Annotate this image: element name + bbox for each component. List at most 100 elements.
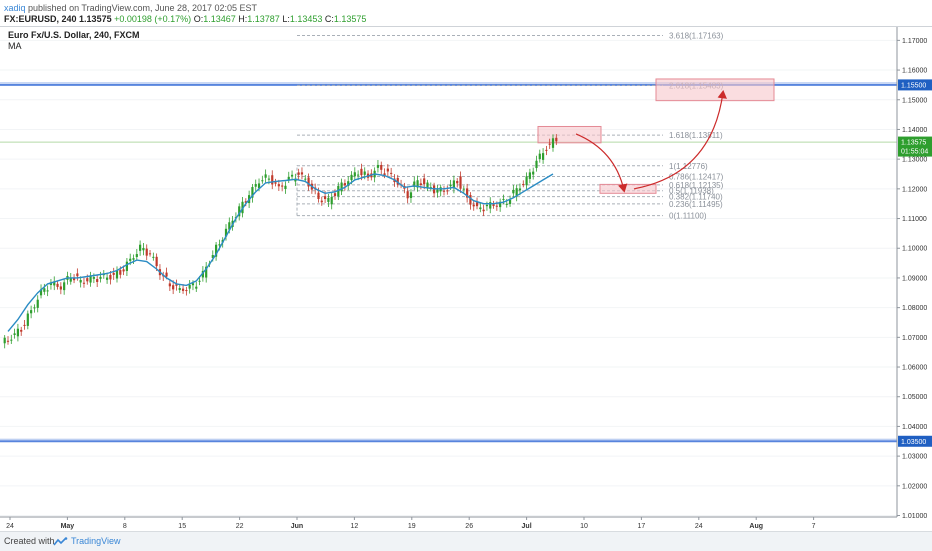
candle-body [327, 197, 330, 202]
legend-title: Euro Fx/U.S. Dollar, 240, FXCM [8, 30, 140, 40]
candle-body [350, 174, 353, 181]
time-tick-label: Jul [522, 523, 532, 530]
candle-body [535, 160, 538, 169]
candle-body [449, 184, 452, 187]
candle-body [538, 153, 541, 160]
candle-body [337, 186, 340, 197]
price-tick-label: 1.05000 [902, 394, 927, 401]
candle-body [214, 244, 218, 257]
price-tick-label: 1.03000 [902, 454, 927, 461]
candle-body [357, 174, 360, 176]
candle-body [333, 193, 337, 196]
open-label: O: [193, 14, 204, 24]
candle-body [56, 283, 59, 287]
time-tick-label: 26 [465, 523, 473, 530]
price-tick-label: 1.13000 [902, 157, 927, 164]
candle-body [396, 177, 399, 185]
fib-level-label: 0.786(1.12417) [669, 172, 724, 181]
candle-body [10, 339, 13, 341]
candle-body [518, 188, 522, 191]
candle-body [53, 281, 56, 286]
publish-info: xadiq published on TradingView.com, June… [4, 2, 257, 14]
candle-body [423, 178, 426, 185]
candle-body [82, 282, 86, 284]
candle-body [257, 183, 261, 189]
candle-body [72, 278, 76, 281]
fibonacci-extension[interactable]: 3.618(1.17163)2.618(1.15483)1.618(1.1381… [296, 32, 724, 221]
candle-body [69, 277, 72, 282]
candle-body [294, 178, 297, 182]
price-chart[interactable]: 3.618(1.17163)2.618(1.15483)1.618(1.1381… [0, 27, 932, 531]
high-label: H: [238, 14, 248, 24]
candle-body [386, 168, 389, 172]
candle-body [383, 173, 386, 176]
symbol-label[interactable]: FX:EURUSD, 240 [4, 14, 77, 24]
candle-body [195, 286, 198, 289]
candle-body [115, 270, 119, 279]
candle-body [142, 247, 145, 251]
candle-body [267, 178, 271, 180]
candle-body [198, 280, 201, 282]
candle-body [191, 283, 195, 286]
price-tick-label: 1.01000 [902, 513, 927, 520]
candle-body [452, 180, 456, 189]
candle-body [30, 310, 33, 314]
candle-body [49, 282, 53, 285]
candle-body [46, 290, 49, 292]
time-tick-label: 22 [236, 523, 244, 530]
candle-body [244, 201, 247, 203]
candle-body [363, 171, 366, 175]
candle-body [317, 192, 320, 199]
candle-body [548, 143, 551, 145]
candle-body [43, 288, 46, 292]
fib-level-label: 3.618(1.17163) [669, 32, 724, 41]
time-tick-label: Jun [291, 523, 303, 530]
projection-arrows[interactable] [575, 89, 727, 193]
candle-body [532, 171, 535, 175]
candle-body [413, 181, 416, 187]
candle-body [264, 174, 267, 178]
candle-body [3, 337, 6, 344]
price-tick-label: 1.07000 [902, 335, 927, 342]
candle-body [406, 191, 409, 199]
footer-bar: Created with TradingView [0, 531, 932, 551]
candle-body [181, 288, 185, 291]
last-price-tag-label: 1.13575 [901, 140, 926, 147]
time-tick-label: 17 [638, 523, 646, 530]
time-tick-label: 15 [178, 523, 186, 530]
target-zone-box [655, 78, 775, 102]
published-text: published on TradingView.com, June 28, 2… [28, 3, 258, 13]
price-axis-background [897, 27, 932, 531]
time-tick-label: 8 [123, 523, 127, 530]
time-tick-label: 24 [695, 523, 703, 530]
fib-level-label: 0.618(1.12135) [669, 181, 724, 190]
candle-body [63, 282, 66, 291]
candle-body [469, 195, 472, 205]
candle-body [409, 192, 413, 198]
tradingview-brand[interactable]: TradingView [71, 536, 121, 546]
time-tick-label: 7 [812, 523, 816, 530]
candle-body [155, 256, 158, 267]
level-price-tag-label: 1.03500 [901, 439, 926, 446]
last-price-tag [898, 136, 932, 157]
candle-body [300, 172, 304, 175]
low-value: 1.13453 [289, 14, 323, 24]
candle-body [426, 182, 429, 188]
candle-body [541, 153, 545, 160]
legend-indicator[interactable]: MA [8, 41, 22, 51]
moving-average [7, 173, 554, 332]
candle-body [287, 176, 290, 181]
candle-body [528, 172, 531, 179]
candle-body [281, 185, 284, 187]
candle-body [224, 228, 228, 237]
candle-body [201, 270, 204, 278]
fib-level-label: 1.618(1.13811) [669, 131, 723, 140]
publisher-username[interactable]: xadiq [4, 3, 26, 13]
candle-body [274, 182, 277, 184]
candle-body [139, 244, 142, 251]
candle-body [135, 254, 138, 258]
up-projection-arrow [633, 89, 727, 190]
candle-body [26, 313, 29, 326]
candle-body [129, 258, 132, 261]
symbol-ohlc-line: FX:EURUSD, 240 1.13575 +0.00198 (+0.17%)… [4, 13, 366, 25]
